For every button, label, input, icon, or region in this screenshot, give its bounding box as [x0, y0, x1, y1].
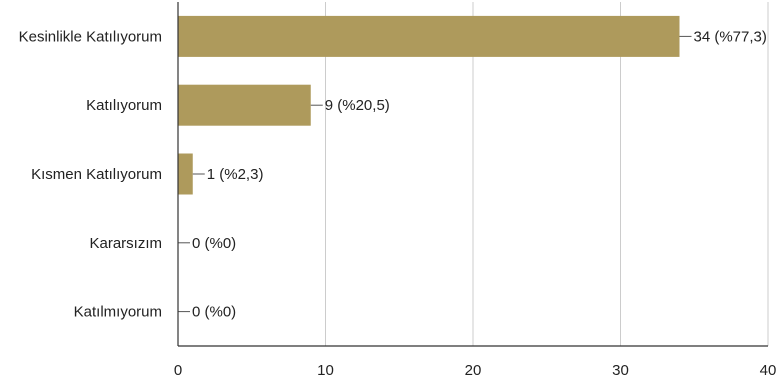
category-label: Katılmıyorum [74, 304, 162, 321]
category-label: Kısmen Katılıyorum [31, 166, 162, 183]
data-label: 0 (%0) [192, 304, 236, 321]
category-label: Katılıyorum [86, 97, 162, 114]
bar [178, 84, 311, 126]
data-label: 0 (%0) [192, 235, 236, 252]
axes [177, 2, 768, 347]
gridlines [325, 2, 769, 346]
category-label: Kararsızım [89, 235, 162, 252]
labels: 0 10 20 30 40 Kesinlikle Katılıyorum 34 (%77,3… [19, 28, 777, 379]
data-label: 1 (%2,3) [207, 166, 264, 183]
x-tick-label: 0 [174, 362, 182, 379]
data-label: 9 (%20,5) [325, 97, 390, 114]
x-tick-label: 10 [317, 362, 334, 379]
category-label: Kesinlikle Katılıyorum [19, 28, 162, 45]
x-tick-label: 40 [760, 362, 777, 379]
bars [178, 15, 680, 195]
bar [178, 15, 680, 57]
x-tick-label: 30 [612, 362, 629, 379]
data-label-leaders [178, 35, 692, 313]
x-tick-label: 20 [465, 362, 482, 379]
data-label: 34 (%77,3) [694, 28, 767, 45]
bar [178, 153, 193, 195]
